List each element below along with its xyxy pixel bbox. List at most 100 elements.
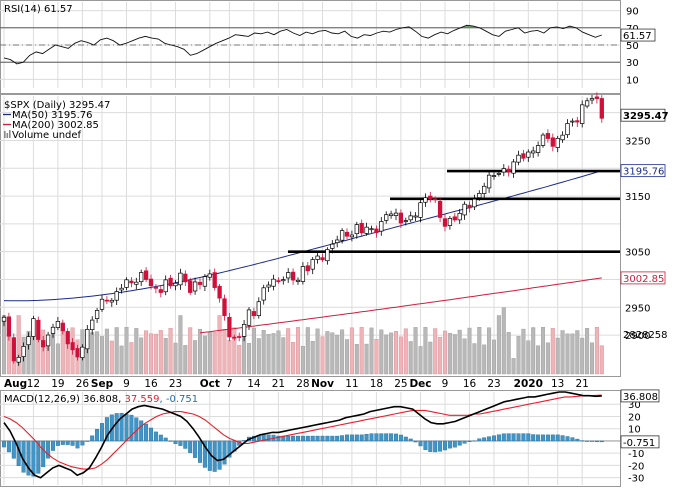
volume-bar — [202, 335, 207, 375]
macd-hist-bar — [330, 435, 335, 442]
date-label: 12 — [27, 378, 40, 390]
candle-body — [70, 342, 75, 351]
candle-body — [437, 200, 443, 218]
volume-bar — [389, 332, 394, 375]
candle-body — [173, 282, 178, 287]
macd-signal-line — [3, 394, 602, 470]
date-label: Nov — [311, 378, 334, 390]
candle-body — [330, 243, 335, 249]
candle-body — [491, 175, 497, 177]
volume-bar — [487, 327, 492, 375]
macd-label-hist: , -0.751 — [160, 394, 199, 405]
candle-body — [217, 285, 222, 299]
macd-hist-bar — [379, 433, 384, 442]
volume-bar — [340, 329, 345, 375]
macd-hist-bar — [60, 440, 65, 445]
candle-body — [139, 272, 144, 283]
candle-body — [310, 259, 315, 270]
candle-body — [305, 265, 310, 272]
candle-body — [555, 137, 560, 148]
volume-bar — [109, 340, 114, 375]
macd-hist-bar — [570, 437, 575, 442]
macd-hist-bar — [227, 440, 232, 458]
volume-bar — [369, 327, 374, 375]
macd-hist-bar — [599, 440, 604, 443]
candle-body — [462, 203, 467, 216]
macd-hist-bar — [403, 436, 408, 442]
candle-body — [359, 222, 364, 234]
volume-bar — [492, 339, 497, 375]
candle-body — [339, 230, 345, 241]
volume-bar — [526, 340, 531, 375]
date-label: 7 — [226, 378, 233, 390]
macd-hist-bar — [364, 434, 369, 442]
volume-bar — [296, 327, 301, 375]
macd-hist-bar — [452, 440, 457, 448]
macd-panel: MACD(12,26,9) 36.808, 37.559, -0.751 302… — [0, 389, 660, 487]
macd-hist-bar — [496, 434, 501, 442]
volume-bar — [148, 333, 153, 375]
symbol-label: $SPX (Daily) 3295.47 — [4, 100, 110, 111]
volume-bar — [271, 333, 276, 375]
macd-hist-bar — [340, 435, 345, 442]
date-label: 13 — [551, 378, 564, 390]
candle-body — [300, 266, 306, 282]
volume-bar — [227, 340, 232, 375]
candle-body — [16, 357, 21, 363]
macd-hist-bar — [75, 440, 80, 449]
candle-body — [6, 316, 12, 337]
candle-body — [45, 334, 51, 347]
macd-hist-bar — [594, 440, 599, 443]
volume-bar — [197, 328, 202, 375]
volume-bar — [565, 333, 570, 375]
macd-hist-bar — [158, 434, 163, 442]
date-label: 25 — [394, 378, 407, 390]
date-label: 11 — [345, 378, 358, 390]
volume-bar — [266, 334, 271, 375]
candle-body — [261, 287, 266, 301]
volume-bar — [129, 342, 134, 375]
macd-value-tag-text: -0.751 — [623, 438, 655, 449]
macd-hist-bar — [95, 429, 100, 442]
candle-body — [354, 224, 359, 235]
rsi-line — [3, 24, 602, 65]
volume-bar — [207, 331, 212, 375]
volume-bar — [433, 328, 438, 375]
candle-body — [315, 255, 320, 260]
candle-body — [535, 145, 541, 153]
volume-bar — [114, 327, 119, 375]
macd-hist-bar — [560, 435, 565, 442]
candle-body — [281, 279, 286, 282]
candle-body — [129, 280, 134, 284]
candle-body — [104, 299, 110, 302]
macd-hist-bar — [114, 413, 119, 442]
candle-body — [251, 311, 257, 317]
macd-hist-bar — [580, 440, 585, 442]
volume-tick-label: 2828258 — [623, 330, 668, 341]
legend-entry: MA(200) 3002.85 — [12, 120, 99, 131]
rsi-value-tag — [620, 28, 656, 42]
macd-hist-bar — [487, 436, 492, 442]
candle-body — [178, 272, 183, 286]
candle-body — [442, 218, 448, 227]
macd-hist-bar — [11, 440, 16, 459]
rsi-label: RSI(14) 61.57 — [4, 4, 73, 15]
macd-hist-bar — [320, 435, 325, 442]
price-tag-ma50-text: 3195.76 — [623, 167, 664, 178]
candle-body — [85, 329, 90, 350]
candle-body — [550, 137, 555, 147]
macd-hist-bar — [276, 435, 281, 442]
volume-bar — [521, 328, 526, 375]
volume-bar — [124, 327, 129, 375]
candle-body — [565, 123, 570, 136]
candle-body — [295, 279, 301, 282]
candle-body — [374, 228, 379, 233]
volume-bar — [413, 327, 418, 375]
macd-hist-bar — [90, 435, 95, 442]
macd-hist-bar — [31, 440, 36, 477]
macd-hist-bar — [197, 440, 202, 463]
volume-bar — [575, 330, 580, 375]
macd-hist-bar — [153, 431, 158, 442]
candle-body — [403, 220, 408, 222]
